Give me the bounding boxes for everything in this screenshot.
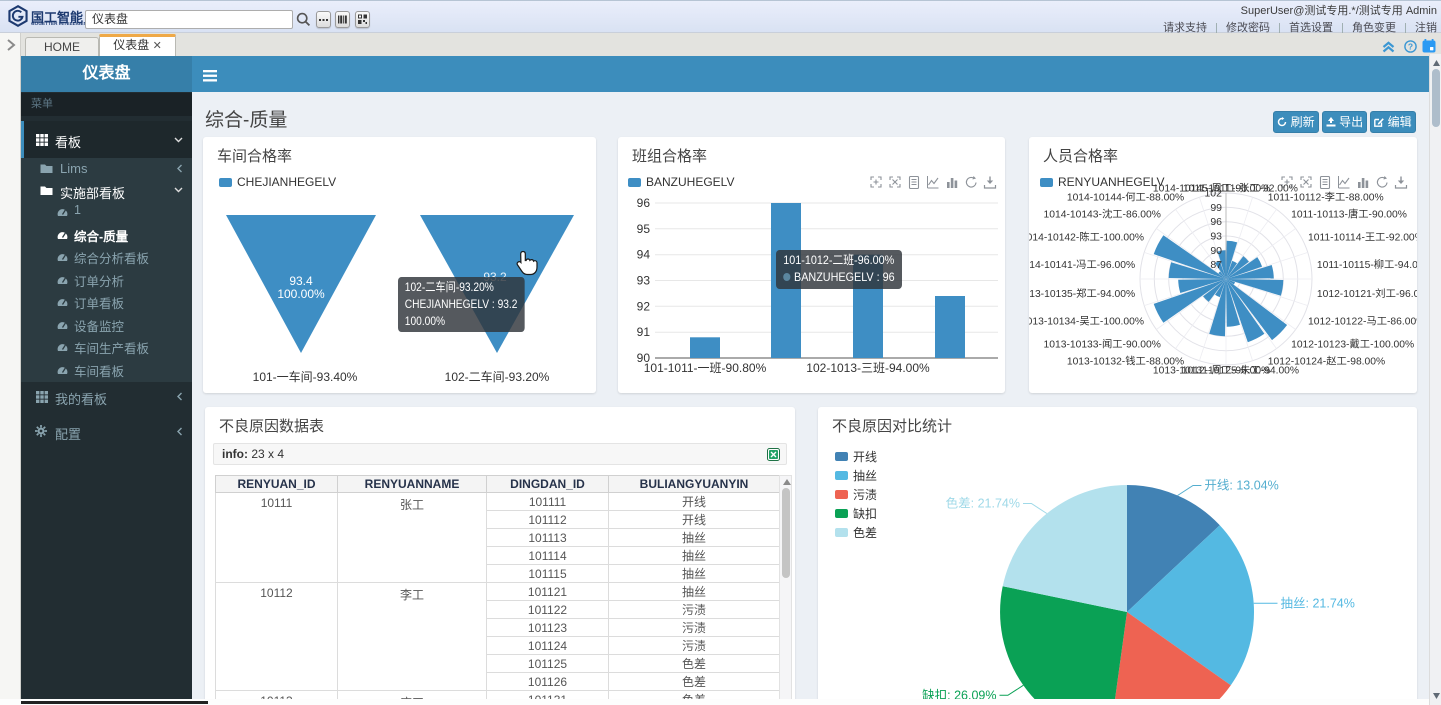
svg-text:1013-10134-吴工-100.00%: 1013-10134-吴工-100.00% (1029, 315, 1144, 327)
svg-text:1011-10112-李工-88.00%: 1011-10112-李工-88.00% (1268, 191, 1384, 204)
svg-text:1014-10141-冯工-96.00%: 1014-10141-冯工-96.00% (1029, 259, 1135, 271)
svg-text:95: 95 (637, 222, 651, 236)
svg-text:1011-10113-唐工-90.00%: 1011-10113-唐工-90.00% (1291, 207, 1407, 220)
svg-text:93: 93 (1210, 231, 1222, 243)
svg-text:99: 99 (1210, 202, 1222, 214)
svg-text:1012-10124-赵工-98.00%: 1012-10124-赵工-98.00% (1268, 355, 1385, 368)
svg-text:1012-10121-刘工-96.00%: 1012-10121-刘工-96.00% (1317, 288, 1417, 300)
svg-text:1013-10133-闻工-90.00%: 1013-10133-闻工-90.00% (1044, 338, 1161, 351)
svg-text:94: 94 (637, 248, 651, 262)
svg-text:缺扣: 26.09%: 缺扣: 26.09% (922, 687, 996, 702)
svg-text:?: ? (1408, 42, 1413, 52)
svg-text:1014-10145-周工-90.00%: 1014-10145-周工-90.00% (1153, 183, 1270, 195)
svg-text:92: 92 (637, 299, 651, 313)
svg-text:102: 102 (1204, 188, 1222, 200)
svg-text:93.4: 93.4 (289, 274, 313, 288)
svg-text:1011-10115-柳工-94.00%: 1011-10115-柳工-94.00% (1317, 258, 1417, 271)
svg-text:1013-10131-周工-96.00%: 1013-10131-周工-96.00% (1153, 364, 1270, 376)
svg-text:101-1011-一班-90.80%: 101-1011-一班-90.80% (644, 361, 767, 375)
svg-text:87: 87 (1210, 259, 1222, 271)
svg-text:96: 96 (1210, 216, 1222, 228)
svg-text:102-1013-三班-94.00%: 102-1013-三班-94.00% (806, 361, 930, 375)
svg-text:1012-10122-马工-86.00%: 1012-10122-马工-86.00% (1308, 315, 1417, 327)
svg-text:1014-10144-何工-88.00%: 1014-10144-何工-88.00% (1067, 191, 1184, 204)
svg-text:1014-10142-陈工-100.00%: 1014-10142-陈工-100.00% (1029, 231, 1144, 244)
svg-text:开线: 13.04%: 开线: 13.04% (1204, 479, 1278, 493)
svg-text:1013-10132-钱工-88.00%: 1013-10132-钱工-88.00% (1067, 355, 1184, 368)
svg-text:93: 93 (637, 274, 651, 288)
svg-text:101-一车间-93.40%: 101-一车间-93.40% (253, 369, 358, 384)
svg-text:91: 91 (637, 325, 651, 339)
svg-text:1014-10143-沈工-86.00%: 1014-10143-沈工-86.00% (1044, 207, 1161, 220)
svg-text:色差: 21.74%: 色差: 21.74% (946, 496, 1020, 511)
svg-text:102-二车间-93.20%: 102-二车间-93.20% (445, 369, 550, 384)
svg-text:1011-10111-张工-92.00%: 1011-10111-张工-92.00% (1183, 183, 1298, 195)
svg-text:1012-10123-戴工-100.00%: 1012-10123-戴工-100.00% (1291, 338, 1414, 351)
svg-text:1013-10135-郑工-94.00%: 1013-10135-郑工-94.00% (1029, 287, 1135, 300)
svg-text:90: 90 (637, 351, 651, 365)
svg-text:96: 96 (637, 196, 651, 210)
svg-text:90: 90 (1210, 245, 1222, 257)
svg-text:抽丝: 21.74%: 抽丝: 21.74% (1281, 596, 1355, 610)
svg-text:100.00%: 100.00% (277, 287, 325, 301)
svg-text:1012-10125-朱工-94.00%: 1012-10125-朱工-94.00% (1182, 364, 1299, 376)
svg-text:1011-10114-王工-92.00%: 1011-10114-王工-92.00% (1308, 233, 1417, 244)
